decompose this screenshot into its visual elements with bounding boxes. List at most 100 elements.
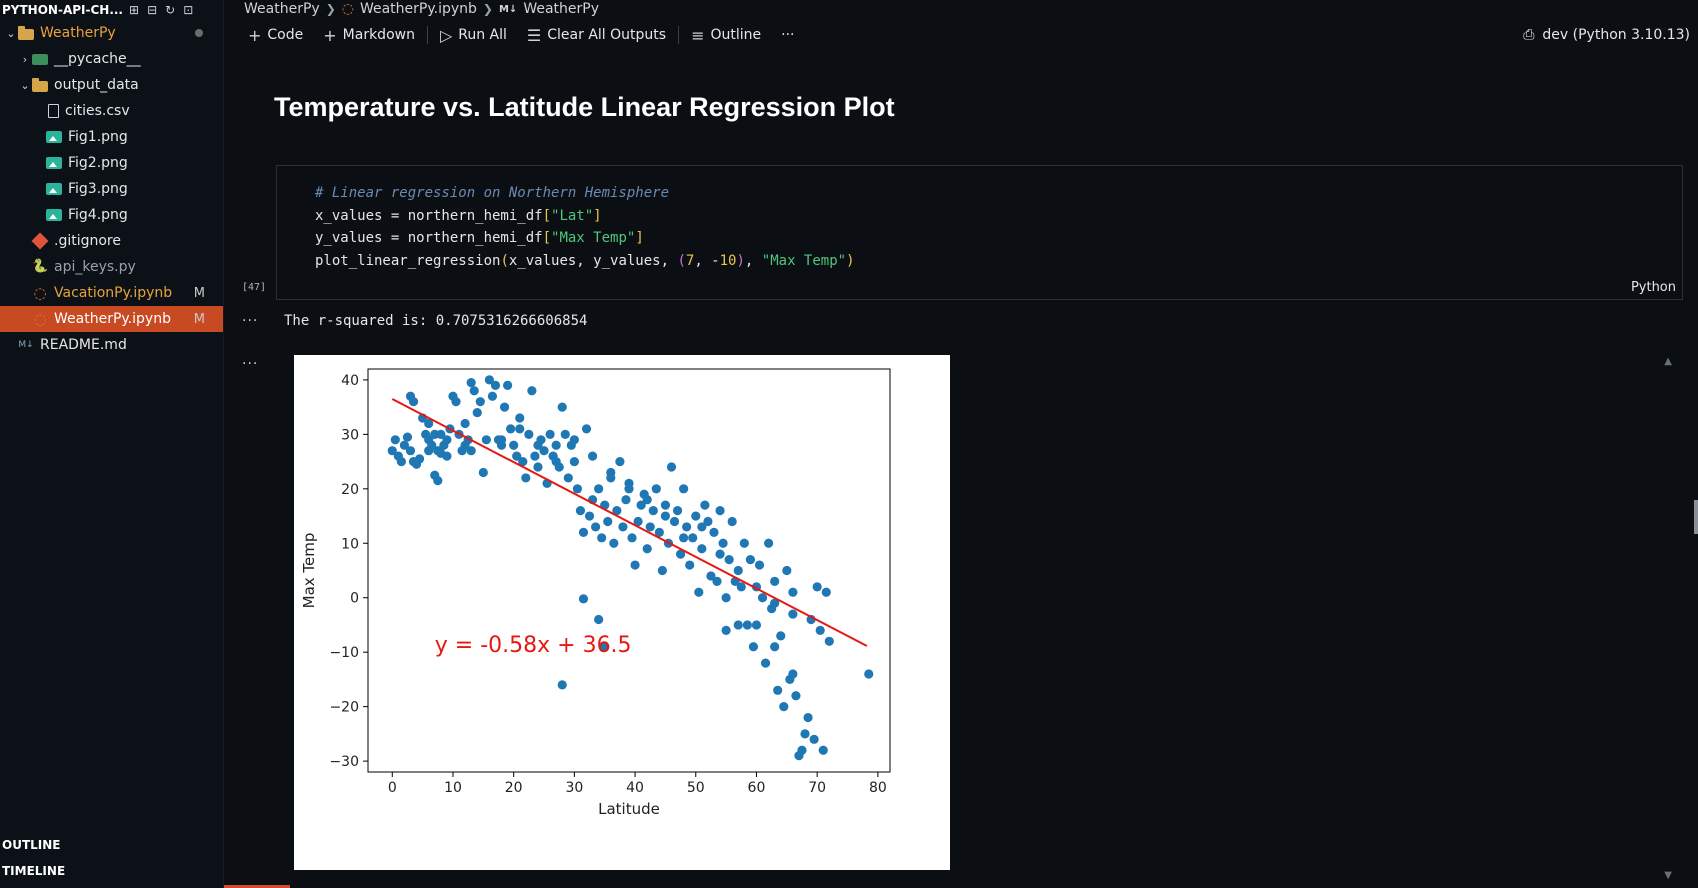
timeline-section-header[interactable]: TIMELINE (0, 860, 224, 882)
notebook-icon: ◌ (341, 1, 354, 17)
data-point (578, 527, 589, 537)
new-folder-icon[interactable]: ⊟ (147, 3, 158, 17)
plus-icon: + (323, 25, 337, 45)
data-point (712, 576, 722, 586)
chevron-right-icon: ❯ (325, 2, 336, 16)
x-tick-label: 40 (626, 780, 644, 796)
data-point (551, 440, 561, 450)
y-axis-label: Max Temp (300, 533, 318, 609)
chevron-down-icon[interactable]: ⌄ (6, 26, 16, 40)
tree-item[interactable]: Fig2.png (0, 150, 223, 176)
data-point (733, 565, 743, 576)
tree-item[interactable]: Fig3.png (0, 176, 223, 202)
outline-section-header[interactable]: OUTLINE (0, 834, 224, 856)
tree-item[interactable]: ◌ VacationPy.ipynb M (0, 280, 223, 306)
breadcrumb-folder[interactable]: WeatherPy (244, 1, 320, 17)
tree-item-label: README.md (40, 337, 127, 353)
data-point (636, 500, 646, 510)
code-editor[interactable]: # Linear regression on Northern Hemisphe… (277, 166, 1682, 272)
tree-item-label: api_keys.py (54, 259, 136, 275)
data-point (578, 594, 589, 604)
output-more-icon[interactable]: ··· (242, 313, 259, 329)
chevron-right-icon[interactable]: › (22, 52, 28, 66)
folder-icon (18, 25, 34, 40)
tree-item-label: Fig3.png (68, 181, 128, 197)
y-tick-label: 0 (350, 591, 359, 607)
chevron-down-icon[interactable]: ⌄ (20, 78, 30, 92)
y-tick-label: −20 (329, 700, 359, 716)
more-actions-button[interactable]: ··· (771, 27, 804, 43)
data-point (669, 516, 680, 527)
code-cell[interactable]: # Linear regression on Northern Hemisphe… (276, 165, 1683, 300)
data-point (660, 511, 671, 521)
tree-item[interactable]: Fig1.png (0, 124, 223, 150)
clear-all-outputs-button[interactable]: ☰ Clear All Outputs (517, 26, 676, 45)
tree-item[interactable]: ⌄ WeatherPy (0, 20, 223, 46)
add-code-cell-button[interactable]: + Code (238, 26, 313, 45)
output-more-icon[interactable]: ··· (242, 356, 259, 372)
run-all-button[interactable]: ▷ Run All (430, 26, 517, 45)
outline-button[interactable]: ≡ Outline (681, 26, 771, 45)
tree-item[interactable]: M↓ README.md (0, 332, 223, 358)
data-point (527, 386, 537, 396)
data-point (788, 669, 798, 679)
data-point (442, 451, 452, 461)
data-point (524, 429, 534, 439)
y-tick-label: 30 (341, 427, 359, 443)
clear-outputs-icon: ☰ (526, 25, 542, 45)
data-point (770, 598, 780, 608)
tree-item-label: Fig2.png (68, 155, 128, 171)
data-point (563, 473, 573, 483)
tree-item[interactable]: Fig4.png (0, 202, 223, 228)
tree-item[interactable]: 🐍 api_keys.py (0, 254, 223, 280)
breadcrumb-file[interactable]: WeatherPy.ipynb (359, 1, 477, 17)
new-file-icon[interactable]: ⊞ (129, 3, 140, 17)
markdown-heading: Temperature vs. Latitude Linear Regressi… (274, 92, 895, 122)
list-icon: ≡ (691, 25, 705, 45)
data-point (742, 620, 752, 630)
scroll-down-icon[interactable]: ▼ (1664, 870, 1672, 881)
data-point (773, 685, 783, 695)
data-point (691, 511, 701, 521)
explorer-sidebar: PYTHON-API-CH... ⊞ ⊟ ↻ ⊡ ⌄ WeatherPy › __py… (0, 0, 224, 888)
collapse-icon[interactable]: ⊡ (183, 3, 194, 17)
tree-item-label: Fig4.png (68, 207, 128, 223)
y-tick-label: 10 (341, 536, 359, 552)
scroll-up-icon[interactable]: ▲ (1664, 356, 1672, 367)
data-point (436, 429, 446, 439)
refresh-icon[interactable]: ↻ (165, 3, 176, 17)
add-code-label: Code (267, 27, 304, 43)
data-point (551, 456, 561, 467)
regression-equation: y = -0.58x + 36.5 (435, 633, 632, 658)
data-point (688, 533, 698, 543)
breadcrumb-section[interactable]: WeatherPy (523, 1, 600, 17)
data-point (591, 522, 601, 532)
data-point (864, 669, 874, 679)
chevron-right-icon: ❯ (482, 2, 493, 16)
tree-item[interactable]: .gitignore (0, 228, 223, 254)
data-point (745, 555, 755, 565)
tree-item[interactable]: cities.csv (0, 98, 223, 124)
add-markdown-cell-button[interactable]: + Markdown (313, 26, 425, 45)
data-point (557, 680, 567, 690)
data-point (633, 516, 643, 527)
data-point (569, 435, 579, 445)
data-point (575, 505, 586, 516)
cell-language-label[interactable]: Python (1630, 280, 1676, 295)
scrollbar-thumb[interactable] (1694, 500, 1698, 534)
data-point (390, 435, 400, 445)
tree-item[interactable]: › __pycache__ (0, 46, 223, 72)
outline-button-label: Outline (710, 27, 762, 43)
tree-item-label: WeatherPy.ipynb (54, 311, 171, 327)
tree-item[interactable]: ⌄ output_data (0, 72, 223, 98)
data-point (539, 446, 549, 456)
data-point (509, 440, 519, 450)
notebook-toolbar: + Code + Markdown ▷ Run All ☰ Clear All … (224, 18, 1698, 52)
data-point (581, 424, 592, 434)
folder-icon (32, 77, 48, 92)
tree-item[interactable]: ◌ WeatherPy.ipynb M (0, 306, 223, 332)
tree-item-label: cities.csv (65, 103, 130, 119)
data-point (682, 522, 692, 532)
data-point (791, 691, 801, 701)
kernel-picker[interactable]: ⎙ dev (Python 3.10.13) (1523, 18, 1690, 52)
